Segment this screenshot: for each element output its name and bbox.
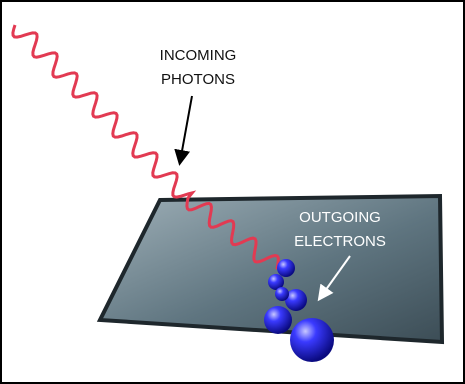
label: PHOTONS: [161, 71, 235, 88]
electron: [275, 287, 289, 301]
label: INCOMING: [160, 47, 237, 64]
electron: [290, 318, 334, 362]
label: ELECTRONS: [294, 233, 386, 250]
electron: [277, 259, 295, 277]
diagram: INCOMING PHOTONS OUTGOING ELECTRONS: [0, 0, 465, 384]
label: OUTGOING: [299, 209, 381, 226]
electron: [264, 306, 292, 334]
